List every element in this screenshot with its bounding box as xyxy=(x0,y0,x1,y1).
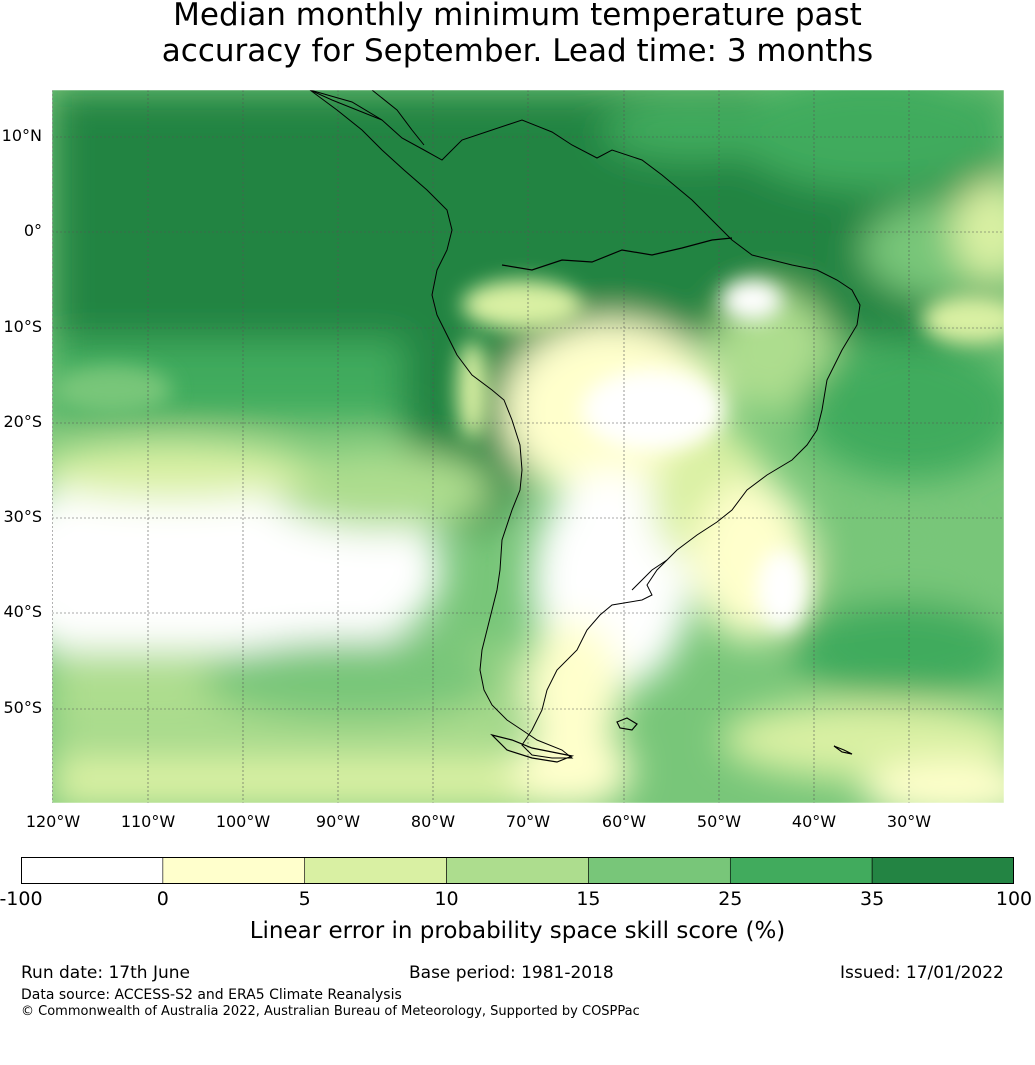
title-line-1: Median monthly minimum temperature past xyxy=(173,0,862,33)
lon-label-60w: 60°W xyxy=(601,812,647,831)
lat-label-10s: 10°S xyxy=(3,317,42,336)
falkland-islands xyxy=(616,717,638,731)
lat-label-50s: 50°S xyxy=(3,698,42,717)
lon-label-120w: 120°W xyxy=(25,812,81,831)
lon-label-30w: 30°W xyxy=(886,812,932,831)
lon-label-100w: 100°W xyxy=(215,812,271,831)
lon-label-90w: 90°W xyxy=(315,812,361,831)
colorbar-label: Linear error in probability space skill … xyxy=(249,918,786,944)
colorbar-tick-5: 25 xyxy=(718,888,743,910)
data-source: Data source: ACCESS-S2 and ERA5 Climate … xyxy=(21,987,402,1003)
south-georgia xyxy=(833,745,853,755)
skill-field-detail xyxy=(52,280,1004,630)
rio-de-la-plata xyxy=(631,559,668,591)
colorbar-bin-1 xyxy=(162,857,306,884)
colorbar-bin-5 xyxy=(729,857,873,884)
graticule xyxy=(52,90,1004,803)
lon-label-40w: 40°W xyxy=(791,812,837,831)
colorbar-tick-0: -100 xyxy=(0,888,43,910)
coastline-south-america xyxy=(309,90,861,759)
colorbar-tick-4: 15 xyxy=(576,888,601,910)
lat-label-10n: 10°N xyxy=(1,126,42,145)
lat-label-20s: 20°S xyxy=(3,412,42,431)
lon-label-70w: 70°W xyxy=(505,812,551,831)
lon-label-50w: 50°W xyxy=(696,812,742,831)
base-period: Base period: 1981-2018 xyxy=(409,963,614,983)
colorbar-tick-6: 35 xyxy=(860,888,885,910)
colorbar-tick-1: 0 xyxy=(156,888,169,910)
colorbar-bin-0 xyxy=(21,857,164,884)
amazon-river xyxy=(501,237,733,271)
lat-label-0: 0° xyxy=(23,221,42,240)
copyright: © Commonwealth of Australia 2022, Austra… xyxy=(21,1004,640,1019)
issued-date: Issued: 17/01/2022 xyxy=(840,963,1004,983)
colorbar xyxy=(21,857,1014,884)
title-line-2: accuracy for September. Lead time: 3 mon… xyxy=(161,33,874,69)
lat-label-30s: 30°S xyxy=(3,507,42,526)
skill-score-map xyxy=(52,90,1004,803)
colorbar-tick-2: 5 xyxy=(298,888,311,910)
colorbar-bin-3 xyxy=(446,857,589,884)
lon-label-110w: 110°W xyxy=(120,812,176,831)
colorbar-tick-3: 10 xyxy=(434,888,459,910)
colorbar-bin-2 xyxy=(304,857,447,884)
lon-label-80w: 80°W xyxy=(410,812,456,831)
colorbar-tick-7: 100 xyxy=(995,888,1033,910)
coastline-caribbean xyxy=(371,90,425,146)
colorbar-bin-4 xyxy=(588,857,731,884)
coastline-central-america xyxy=(309,90,383,121)
run-date: Run date: 17th June xyxy=(21,963,190,983)
lat-label-40s: 40°S xyxy=(3,602,42,621)
tierra-del-fuego xyxy=(490,733,575,763)
colorbar-bin-6 xyxy=(871,857,1014,884)
